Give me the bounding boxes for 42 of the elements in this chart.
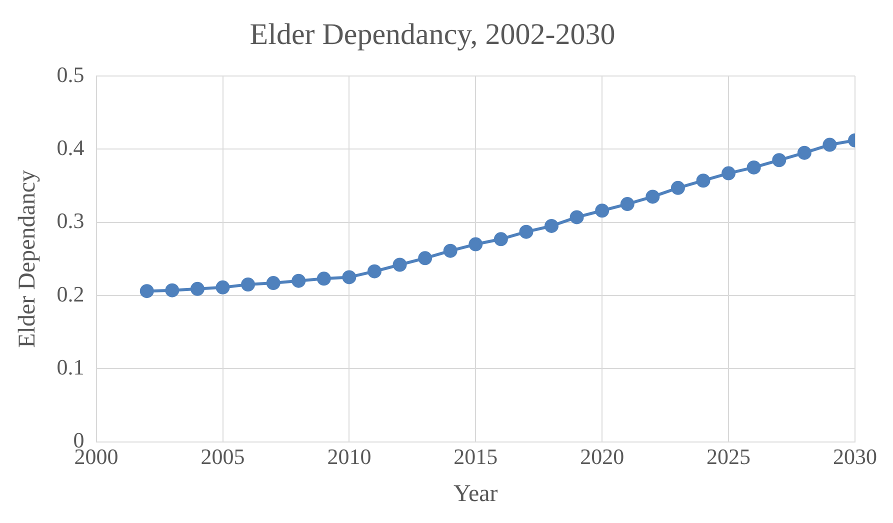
y-tick-label: 0.1 bbox=[56, 354, 84, 380]
y-tick-label: 0.4 bbox=[56, 134, 84, 160]
x-tick-label: 2010 bbox=[327, 444, 372, 469]
point bbox=[544, 218, 559, 233]
point bbox=[316, 272, 331, 286]
point bbox=[190, 282, 204, 296]
chart-title: Elder Dependancy, 2002-2030 bbox=[250, 18, 616, 51]
point bbox=[696, 174, 710, 188]
point bbox=[418, 251, 432, 266]
point bbox=[266, 276, 280, 290]
y-tick-label: 0.2 bbox=[56, 281, 84, 306]
point bbox=[570, 210, 584, 224]
point bbox=[595, 204, 610, 218]
y-axis-title: Elder Dependancy bbox=[14, 170, 41, 348]
point bbox=[468, 237, 483, 252]
y-tick-label: 0.3 bbox=[56, 208, 84, 234]
point bbox=[443, 244, 458, 258]
point bbox=[797, 146, 812, 160]
point bbox=[722, 166, 736, 180]
point bbox=[392, 258, 407, 272]
point bbox=[519, 224, 534, 239]
point bbox=[140, 284, 154, 298]
x-tick-label: 2015 bbox=[454, 444, 498, 469]
point bbox=[620, 197, 634, 212]
point bbox=[646, 190, 660, 204]
x-axis-title: Year bbox=[454, 480, 498, 507]
point bbox=[746, 160, 761, 174]
point bbox=[494, 232, 508, 246]
point bbox=[165, 283, 180, 298]
point bbox=[241, 278, 256, 292]
point bbox=[292, 274, 306, 288]
point bbox=[772, 153, 786, 168]
point bbox=[822, 138, 837, 152]
y-tick-label: 0.5 bbox=[56, 62, 84, 87]
x-tick-label: 2020 bbox=[580, 444, 624, 469]
point bbox=[367, 264, 382, 278]
point bbox=[670, 180, 685, 195]
x-tick-label: 2005 bbox=[200, 444, 245, 469]
point bbox=[342, 270, 356, 284]
point bbox=[216, 280, 230, 294]
x-tick-label: 2025 bbox=[706, 444, 751, 469]
x-tick-label: 2030 bbox=[833, 444, 877, 469]
